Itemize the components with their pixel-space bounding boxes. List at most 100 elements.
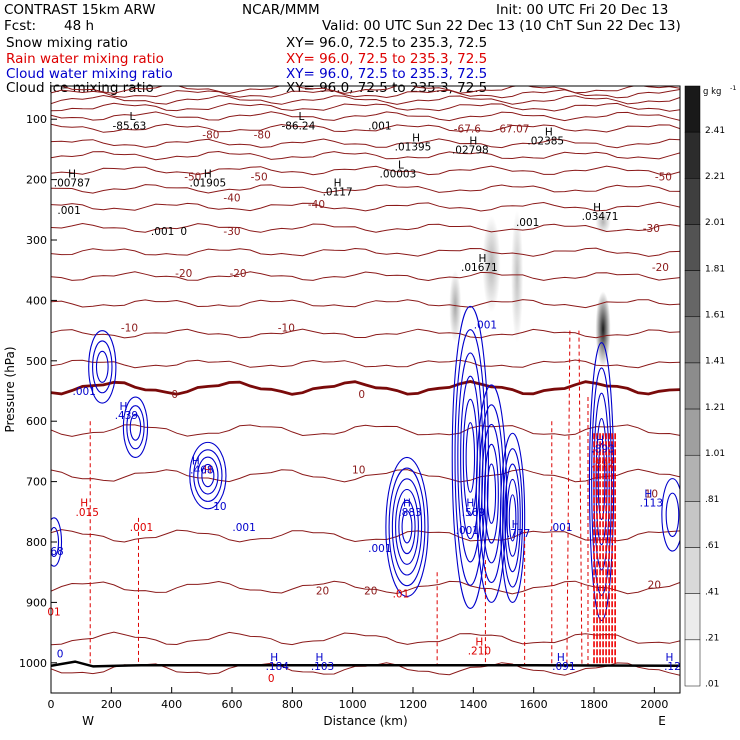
extremum-label: .001 bbox=[474, 320, 497, 332]
isotherm-label: -10 bbox=[278, 323, 295, 335]
cloud-water-contour-5-4 bbox=[486, 463, 497, 524]
cloud-water-contour-8-1 bbox=[665, 492, 680, 538]
extremum-label: .113 bbox=[640, 498, 663, 510]
colorbar-segment bbox=[684, 224, 701, 271]
x-tick-label: 0 bbox=[48, 698, 55, 711]
colorbar-label: .41 bbox=[705, 587, 719, 597]
colorbar: 2.41 2.21 2.01 1.81 1.61 1.41 1.21 1.01 .81 .61 .4… bbox=[684, 84, 736, 690]
isotherm-label: -50 bbox=[655, 172, 672, 184]
extremum-label: .015 bbox=[76, 507, 99, 519]
extremum-label: L bbox=[130, 111, 136, 123]
colorbar-label: .21 bbox=[705, 634, 719, 644]
colorbar-label: 1.81 bbox=[705, 264, 725, 274]
colorbar-label: .01 bbox=[705, 680, 719, 690]
extremum-label: .001 bbox=[72, 386, 95, 398]
extremum-label: .00003 bbox=[380, 169, 417, 181]
field-xy-cloud-water: XY= 96.0, 72.5 to 235.3, 72.5 bbox=[286, 66, 488, 82]
cloud-water-contour-0-2 bbox=[95, 350, 109, 383]
extremum-label: .439 bbox=[115, 410, 138, 422]
isotherm-label: 10 bbox=[352, 465, 365, 477]
extremum-label: H bbox=[475, 637, 483, 649]
temperature-contours bbox=[51, 86, 680, 676]
isotherm-label: -80 bbox=[202, 129, 219, 141]
colorbar-segment bbox=[684, 593, 701, 641]
x-axis-title: Distance (km) bbox=[323, 714, 407, 728]
extremum-label: .468 bbox=[190, 465, 213, 477]
isotherm--15 bbox=[51, 299, 680, 309]
isotherm-0 bbox=[51, 380, 680, 396]
extremum-label: H bbox=[593, 202, 601, 214]
x-tick-label: 2000 bbox=[640, 698, 668, 711]
x-tick-label: 1000 bbox=[339, 698, 367, 711]
y-tick-label: 600 bbox=[26, 415, 47, 428]
extremum-label: .001 bbox=[516, 217, 539, 229]
isotherm-label: -50 bbox=[251, 172, 268, 184]
isotherm-label: -40 bbox=[308, 199, 325, 211]
extremum-label: .184 bbox=[266, 661, 290, 673]
extremum-label: .01671 bbox=[461, 262, 498, 274]
extremum-label: .091 bbox=[552, 661, 575, 673]
isotherm--65 bbox=[51, 111, 680, 122]
isotherm--60 bbox=[51, 123, 680, 133]
extremum-label: .001 bbox=[368, 543, 391, 555]
cloud-water-contour-9-1 bbox=[51, 526, 60, 558]
field-xy-rain: XY= 96.0, 72.5 to 235.3, 72.5 bbox=[286, 51, 488, 67]
y-tick-label: 1000 bbox=[19, 657, 47, 670]
isotherm--30 bbox=[51, 222, 680, 233]
axes: 0 200 400 600 800 1000 1200 1400 1600 1800 2000100… bbox=[3, 113, 668, 728]
cloud-water-contours bbox=[51, 305, 680, 622]
extremum-label: H bbox=[204, 465, 212, 477]
isotherm-label: -20 bbox=[652, 262, 669, 274]
isotherm-label: 20 bbox=[648, 579, 661, 591]
cloud-water-contour-6-3 bbox=[506, 478, 519, 557]
cloud-water-contour-2-2 bbox=[197, 456, 219, 495]
colorbar-label: .81 bbox=[705, 495, 719, 505]
valid-label: Valid: 00 UTC Sun 22 Dec 13 (10 ChT Sun … bbox=[322, 18, 681, 34]
y-tick-label: 500 bbox=[26, 355, 47, 368]
extremum-label: 0 bbox=[180, 226, 187, 238]
extremum-label: H bbox=[466, 498, 474, 510]
cloud-water-contour-1-0 bbox=[122, 396, 149, 458]
snow-shade-3 bbox=[595, 209, 611, 234]
colorbar-label: 1.01 bbox=[705, 449, 725, 459]
x-tick-label: 800 bbox=[282, 698, 303, 711]
isotherm-5 bbox=[51, 424, 680, 437]
extremum-label: .01 bbox=[393, 588, 410, 600]
isotherm-label: -30 bbox=[643, 223, 660, 235]
rain-contour-7 bbox=[578, 330, 583, 666]
extremum-label: .777 bbox=[507, 528, 530, 540]
extremum-label: 0 bbox=[57, 649, 64, 661]
isotherm--5 bbox=[51, 359, 680, 369]
isotherm-label: -10 bbox=[121, 323, 138, 335]
terrain-line bbox=[51, 660, 680, 668]
isotherm-label: -40 bbox=[223, 193, 240, 205]
extremum-label: H bbox=[316, 652, 324, 664]
y-tick-label: 900 bbox=[26, 596, 47, 609]
cloud-water-contour-1-1 bbox=[126, 405, 145, 450]
extremum-label: .001 bbox=[57, 205, 80, 217]
isotherm--40 bbox=[51, 184, 680, 194]
colorbar-segment bbox=[684, 362, 701, 410]
extremum-label: H bbox=[665, 652, 673, 664]
extremum-label: .210 bbox=[468, 646, 491, 658]
cloud-water-contour-3-1 bbox=[388, 467, 426, 587]
field-name-snow: Snow mixing ratio bbox=[6, 35, 128, 51]
isotherm--25 bbox=[51, 247, 680, 257]
colorbar-segment bbox=[684, 178, 701, 225]
fcst-value: 48 h bbox=[64, 18, 95, 34]
cloud-water-contour-6-2 bbox=[504, 463, 521, 573]
y-tick-label: 200 bbox=[26, 174, 47, 187]
extremum-label: -86.24 bbox=[281, 120, 315, 132]
colorbar-segment bbox=[684, 501, 701, 548]
cloud-water-contour-5-1 bbox=[478, 404, 505, 584]
isotherm--85 bbox=[57, 86, 680, 95]
extremum-label: .892 bbox=[591, 458, 614, 470]
extremum-label: .103 bbox=[311, 661, 334, 673]
isotherm-label: -67.6 bbox=[454, 123, 481, 135]
extremum-label: .02385 bbox=[527, 135, 564, 147]
extremum-label: .0117 bbox=[323, 187, 353, 199]
isotherm-label: 20 bbox=[364, 585, 377, 597]
cloud-water-contour-4-0 bbox=[451, 305, 489, 609]
y-tick-label: 300 bbox=[26, 234, 47, 247]
